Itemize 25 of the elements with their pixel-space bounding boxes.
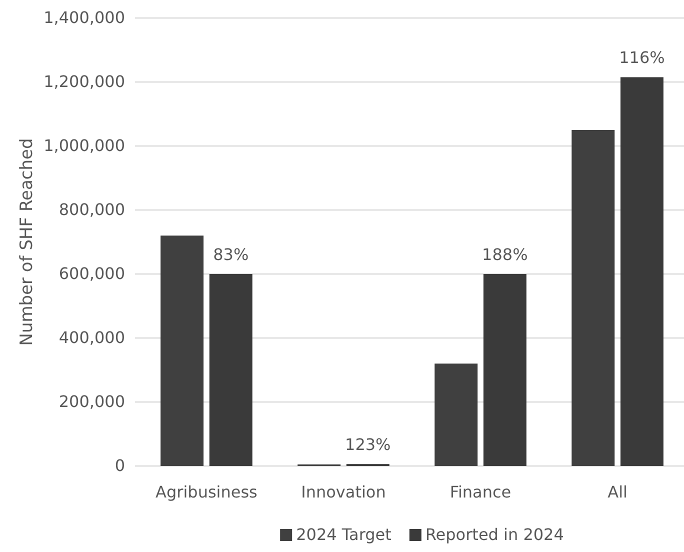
annotation: 116% bbox=[619, 48, 665, 68]
y-tick-label: 1,200,000 bbox=[44, 72, 125, 92]
bar bbox=[209, 274, 252, 466]
annotation: 83% bbox=[213, 245, 249, 264]
y-axis-title: Number of SHF Reached bbox=[17, 138, 37, 346]
bar bbox=[160, 236, 204, 466]
y-tick-label: 200,000 bbox=[58, 392, 125, 412]
y-tick-label: 0 bbox=[114, 456, 125, 476]
x-tick-label: Agribusiness bbox=[156, 482, 258, 502]
y-tick-label: 600,000 bbox=[58, 264, 125, 284]
annotation: 123% bbox=[345, 435, 391, 454]
y-tick-label: 1,000,000 bbox=[44, 136, 125, 156]
bar bbox=[572, 130, 615, 466]
bar bbox=[434, 364, 478, 466]
annotation: 188% bbox=[482, 245, 528, 264]
x-tick-label: Innovation bbox=[301, 482, 386, 502]
y-tick-label: 400,000 bbox=[58, 328, 125, 348]
legend-label: Reported in 2024 bbox=[425, 525, 564, 544]
x-tick-label: Finance bbox=[450, 482, 512, 502]
x-tick-label: All bbox=[608, 482, 628, 502]
legend-label: 2024 Target bbox=[296, 525, 392, 544]
y-tick-label: 800,000 bbox=[58, 200, 125, 220]
bar bbox=[620, 77, 664, 466]
bar bbox=[483, 274, 526, 466]
y-tick-label: 1,400,000 bbox=[44, 8, 125, 28]
